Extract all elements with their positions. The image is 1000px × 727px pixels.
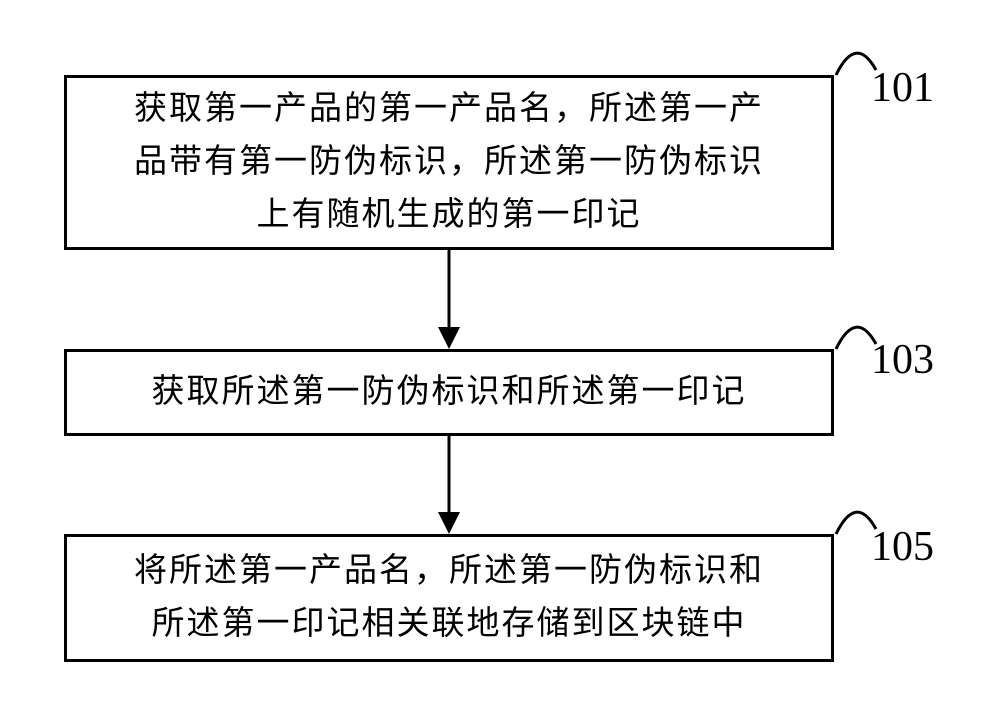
flow-node-101: 获取第一产品的第一产品名，所述第一产 品带有第一防伪标识，所述第一防伪标识 上有… [64, 75, 834, 250]
flow-label-103: 103 [871, 336, 934, 384]
callout-105 [836, 512, 876, 534]
arrowhead-101-103 [438, 327, 460, 349]
callout-101 [836, 53, 876, 75]
callout-103 [836, 327, 876, 349]
flow-node-103: 获取所述第一防伪标识和所述第一印记 [64, 349, 834, 436]
flow-node-101-text: 获取第一产品的第一产品名，所述第一产 品带有第一防伪标识，所述第一防伪标识 上有… [134, 83, 764, 241]
flow-node-105-text: 将所述第一产品名，所述第一防伪标识和 所述第一印记相关联地存储到区块链中 [134, 545, 764, 651]
flow-node-103-text: 获取所述第一防伪标识和所述第一印记 [152, 366, 747, 419]
flow-label-101: 101 [871, 64, 934, 112]
flow-node-105: 将所述第一产品名，所述第一防伪标识和 所述第一印记相关联地存储到区块链中 [64, 534, 834, 662]
flowchart-canvas: 获取第一产品的第一产品名，所述第一产 品带有第一防伪标识，所述第一防伪标识 上有… [0, 0, 1000, 727]
arrowhead-103-105 [438, 512, 460, 534]
flow-label-105: 105 [871, 523, 934, 571]
